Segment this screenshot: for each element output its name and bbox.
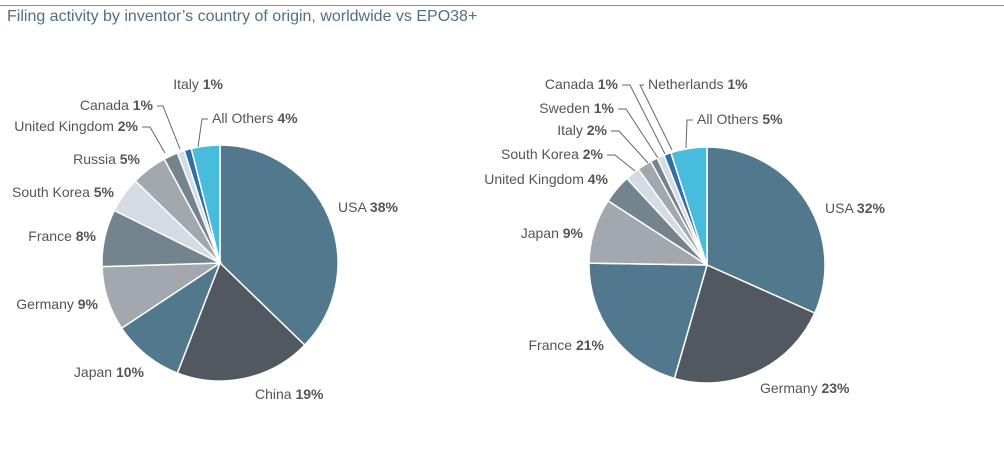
label-germany: Germany 9% bbox=[16, 296, 98, 312]
label-percent: 2% bbox=[583, 146, 604, 162]
label-netherlands: Netherlands 1% bbox=[648, 76, 748, 92]
label-percent: 1% bbox=[727, 76, 748, 92]
label-percent: 38% bbox=[370, 199, 399, 215]
label-china: China 19% bbox=[255, 386, 324, 402]
label-germany: Germany 23% bbox=[760, 380, 850, 396]
label-all-others: All Others 4% bbox=[212, 110, 298, 126]
leader-line-all-others bbox=[685, 119, 693, 149]
label-name: All Others bbox=[697, 111, 762, 127]
label-percent: 2% bbox=[587, 122, 608, 138]
slice-germany bbox=[673, 263, 816, 384]
label-percent: 4% bbox=[588, 171, 609, 187]
top-rule bbox=[0, 5, 1004, 6]
label-name: Russia bbox=[73, 151, 120, 167]
label-south-korea: South Korea 5% bbox=[12, 184, 115, 200]
label-japan: Japan 9% bbox=[521, 225, 584, 241]
label-japan: Japan 10% bbox=[74, 364, 145, 380]
label-name: Italy bbox=[557, 122, 587, 138]
label-france: France 8% bbox=[28, 228, 96, 244]
label-south-korea: South Korea 2% bbox=[501, 146, 604, 162]
label-name: Germany bbox=[16, 296, 77, 312]
label-percent: 21% bbox=[576, 337, 605, 353]
label-percent: 5% bbox=[94, 184, 115, 200]
label-percent: 1% bbox=[203, 76, 224, 92]
label-canada: Canada 1% bbox=[80, 97, 154, 113]
label-name: All Others bbox=[212, 110, 277, 126]
label-usa: USA 32% bbox=[825, 200, 885, 216]
leader-line-united-kingdom bbox=[142, 126, 166, 154]
label-percent: 1% bbox=[594, 100, 615, 116]
label-name: South Korea bbox=[501, 146, 583, 162]
slice-usa bbox=[706, 146, 826, 315]
label-percent: 23% bbox=[821, 380, 850, 396]
leader-line-netherlands bbox=[639, 84, 673, 151]
label-russia: Russia 5% bbox=[73, 151, 140, 167]
leader-line-sweden bbox=[618, 108, 659, 159]
label-name: Japan bbox=[521, 225, 563, 241]
label-percent: 10% bbox=[116, 364, 145, 380]
label-name: USA bbox=[825, 200, 857, 216]
slice-usa bbox=[219, 144, 339, 347]
label-name: USA bbox=[338, 199, 370, 215]
label-percent: 9% bbox=[563, 225, 584, 241]
label-canada: Canada 1% bbox=[545, 76, 619, 92]
slice-all-others bbox=[669, 146, 708, 266]
label-percent: 19% bbox=[295, 386, 324, 402]
label-united-kingdom: United Kingdom 2% bbox=[14, 118, 138, 134]
label-usa: USA 38% bbox=[338, 199, 398, 215]
label-name: Japan bbox=[74, 364, 116, 380]
label-percent: 4% bbox=[277, 110, 298, 126]
label-name: Sweden bbox=[539, 100, 593, 116]
slice-france bbox=[588, 262, 708, 380]
label-name: China bbox=[255, 386, 295, 402]
label-france: France 21% bbox=[529, 337, 605, 353]
leader-line-italy bbox=[611, 130, 649, 164]
label-name: Netherlands bbox=[648, 76, 727, 92]
label-name: United Kingdom bbox=[484, 171, 588, 187]
pie-epo38: USA 32% Germany 23% France 21% Japan 9% Unit… bbox=[484, 76, 885, 396]
leader-line-all-others bbox=[197, 118, 208, 148]
label-percent: 32% bbox=[857, 200, 886, 216]
chart-title: Filing activity by inventor’s country of… bbox=[7, 8, 478, 25]
label-name: South Korea bbox=[12, 184, 94, 200]
label-name: France bbox=[28, 228, 75, 244]
label-name: Italy bbox=[173, 76, 203, 92]
label-percent: 5% bbox=[762, 111, 783, 127]
label-name: France bbox=[529, 337, 576, 353]
label-percent: 9% bbox=[78, 296, 99, 312]
label-percent: 8% bbox=[76, 228, 97, 244]
label-sweden: Sweden 1% bbox=[539, 100, 614, 116]
leader-line-canada bbox=[622, 84, 666, 155]
label-name: Canada bbox=[545, 76, 598, 92]
label-percent: 1% bbox=[598, 76, 619, 92]
label-percent: 2% bbox=[118, 118, 139, 134]
label-name: Germany bbox=[760, 380, 821, 396]
label-percent: 1% bbox=[133, 97, 154, 113]
pie-worldwide: USA 38% China 19% Japan 10% Germany 9% Franc… bbox=[12, 76, 398, 402]
label-italy: Italy 2% bbox=[557, 122, 607, 138]
label-name: United Kingdom bbox=[14, 118, 118, 134]
leader-line-canada bbox=[157, 105, 181, 150]
leader-line-south-korea bbox=[607, 154, 636, 172]
label-italy: Italy 1% bbox=[173, 76, 223, 92]
label-united-kingdom: United Kingdom 4% bbox=[484, 171, 608, 187]
label-percent: 5% bbox=[120, 151, 141, 167]
label-name: Canada bbox=[80, 97, 133, 113]
slice-all-others bbox=[190, 144, 221, 264]
slice-japan bbox=[120, 261, 222, 375]
label-all-others: All Others 5% bbox=[697, 111, 783, 127]
